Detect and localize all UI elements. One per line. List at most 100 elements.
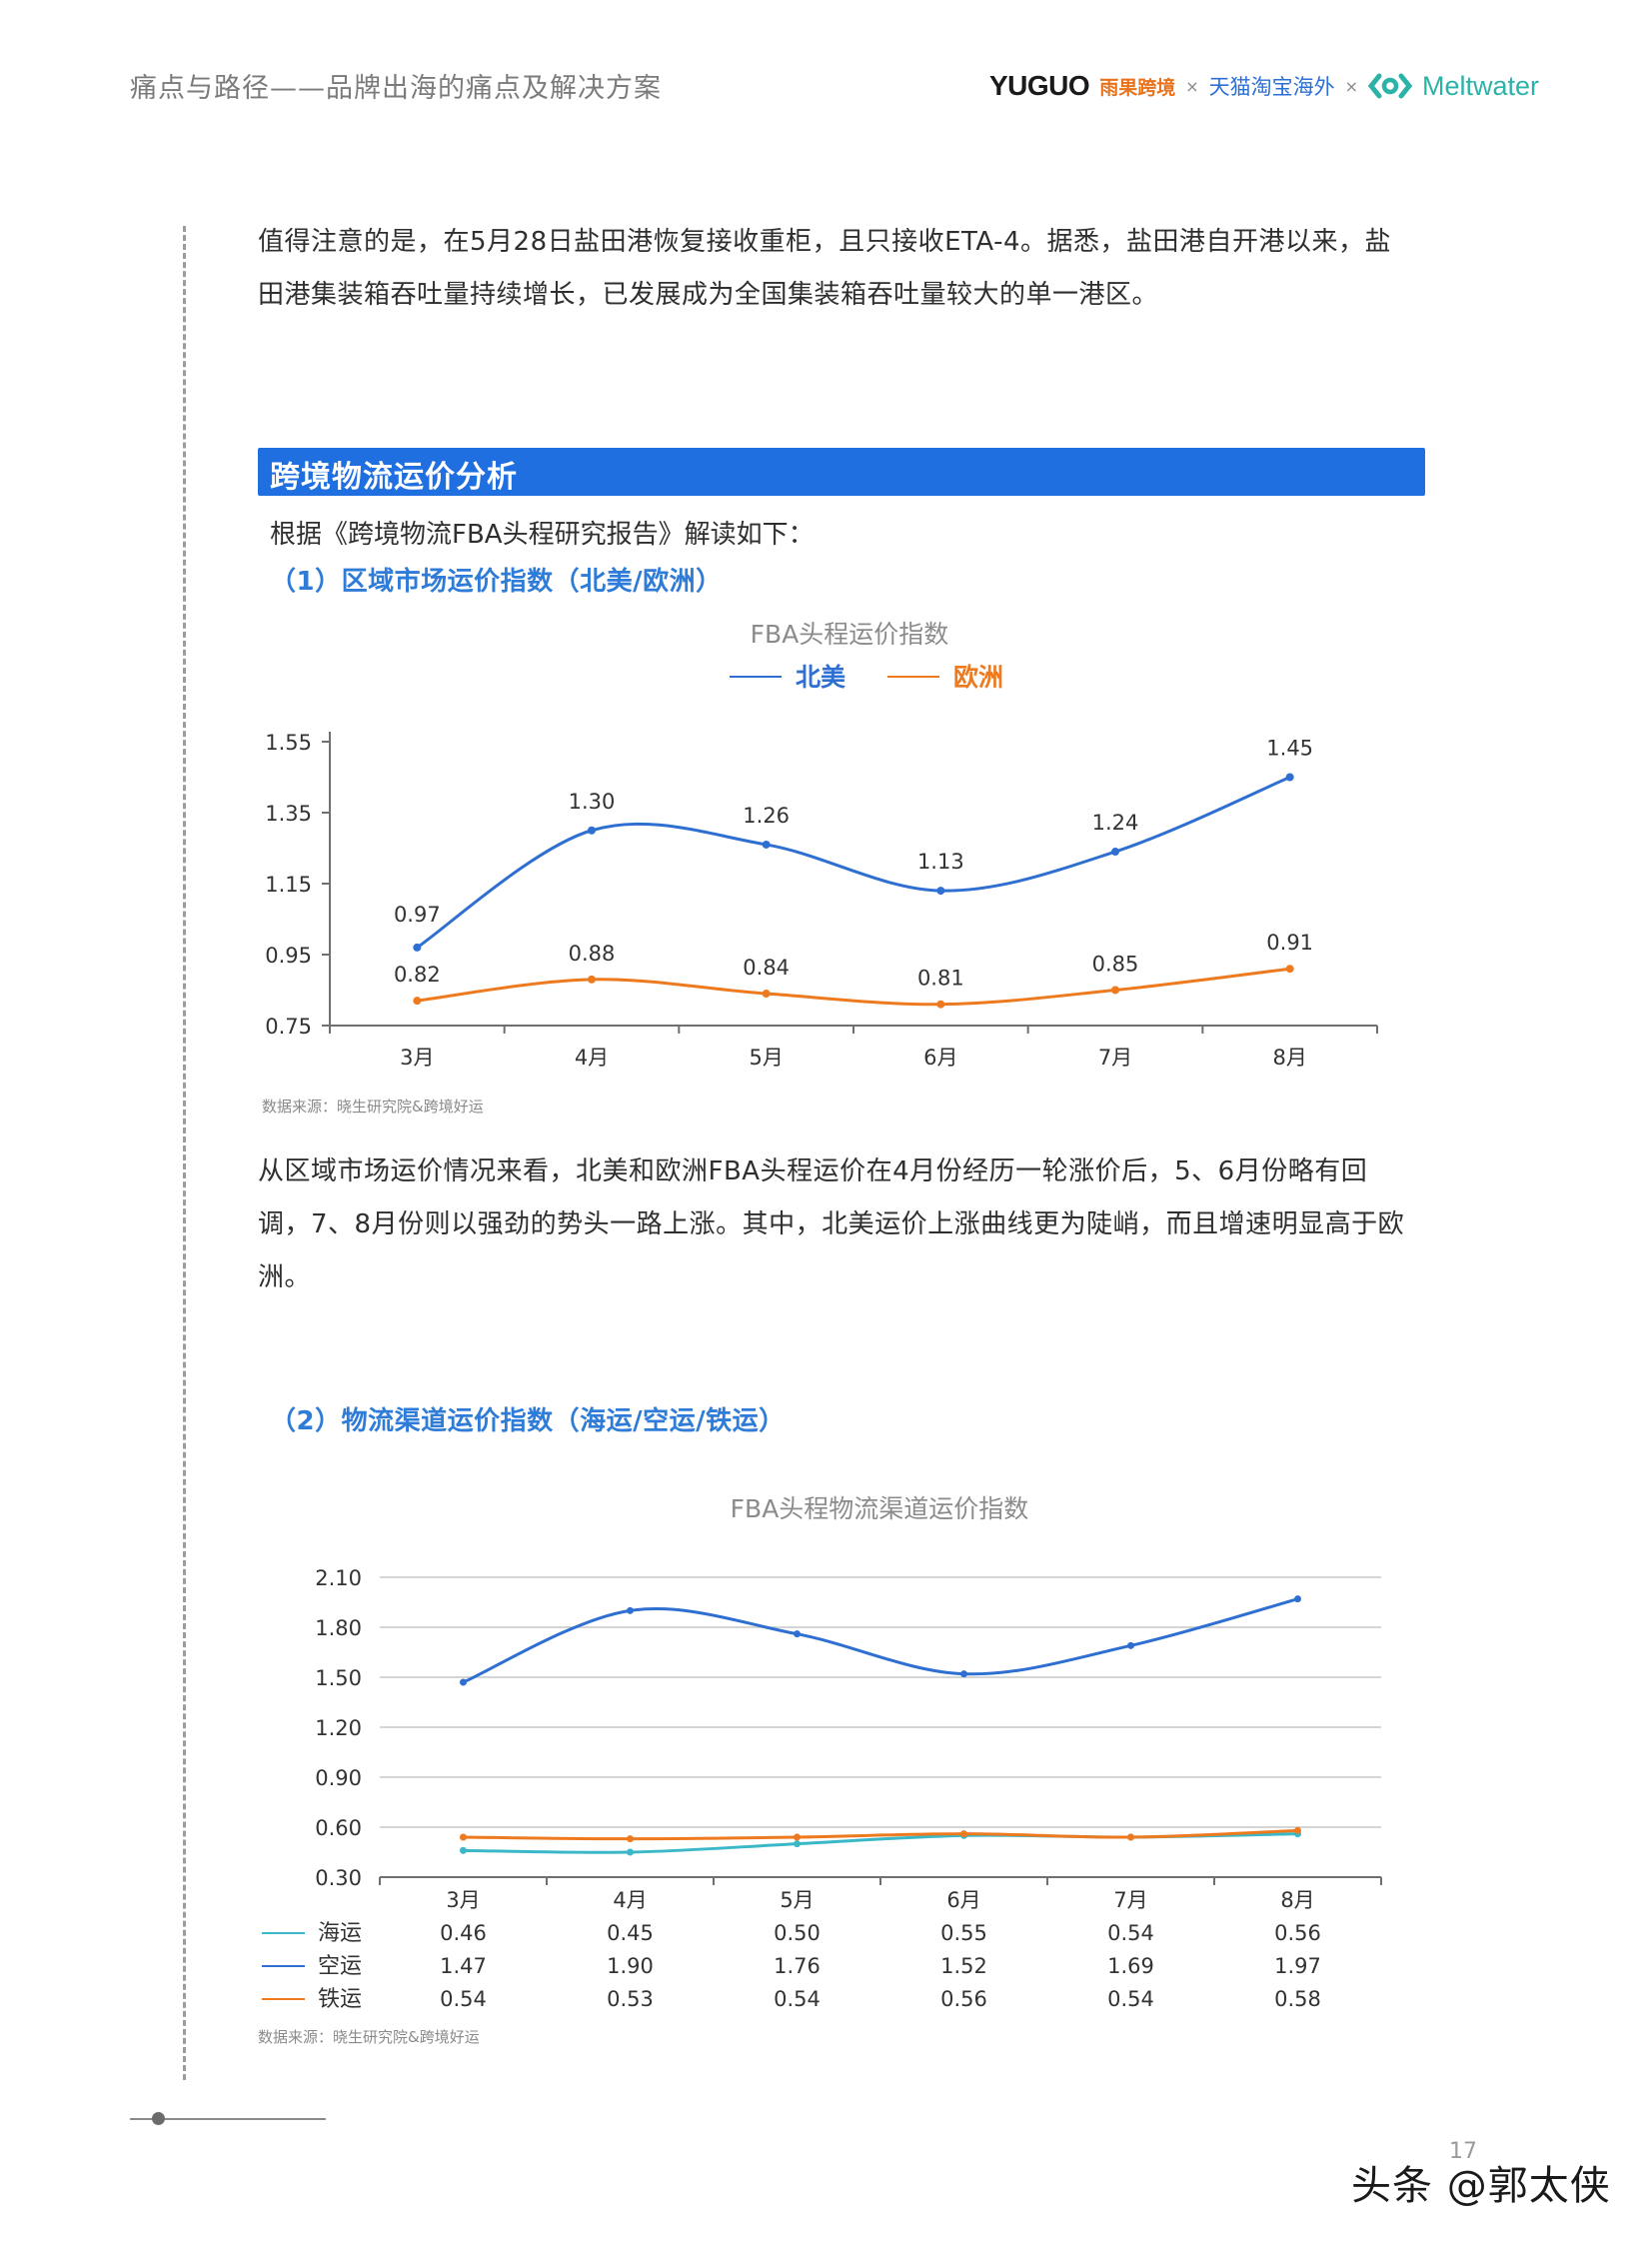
data-label: 0.85 (1092, 953, 1139, 977)
subheading-regional: （1）区域市场运价指数（北美/欧洲） (270, 567, 723, 597)
paragraph-analysis: 从区域市场运价情况来看，北美和欧洲FBA头程运价在4月份经历一轮涨价后，5、6月… (258, 1156, 1405, 1292)
partner-logos: YUGUO 雨果跨境 × 天猫淘宝海外 × Meltwater (989, 68, 1539, 104)
chart1-source: 数据来源：晓生研究院&跨境好运 (262, 1098, 484, 1116)
times-sign: × (1185, 76, 1199, 96)
header-title: 痛点与路径——品牌出海的痛点及解决方案 (130, 73, 662, 104)
x-tick-label: 3月 (446, 1888, 480, 1912)
series-line (463, 1828, 1298, 1841)
y-tick-label: 1.15 (265, 873, 312, 897)
footer-rule (130, 2118, 326, 2120)
table-value: 0.53 (607, 1987, 654, 2011)
x-tick-label: 6月 (923, 1046, 957, 1070)
x-tick-label: 5月 (749, 1046, 783, 1070)
data-point (936, 887, 945, 896)
table-value: 1.52 (940, 1954, 987, 1978)
table-value: 1.69 (1107, 1954, 1154, 1978)
data-label: 1.24 (1092, 811, 1139, 835)
data-label: 0.88 (569, 942, 616, 966)
data-point (413, 943, 422, 952)
data-point (794, 1833, 801, 1841)
table-value: 0.50 (774, 1921, 821, 1945)
table-value: 0.46 (440, 1921, 487, 1945)
x-tick-label: 3月 (400, 1046, 434, 1070)
data-point (1127, 1833, 1134, 1841)
data-point (460, 1833, 467, 1841)
data-point (1127, 1641, 1134, 1649)
x-tick-label: 7月 (1098, 1046, 1132, 1070)
chart-title: FBA头程物流渠道运价指数 (731, 1494, 1029, 1523)
paragraph-intro: 值得注意的是，在5月28日盐田港恢复接收重柜，且只接收ETA-4。据悉，盐田港自… (258, 227, 1392, 310)
data-label: 0.82 (394, 963, 441, 987)
series-line (462, 1597, 1298, 1684)
data-point (588, 826, 596, 835)
data-label: 1.26 (743, 804, 790, 828)
table-value: 1.97 (1274, 1954, 1321, 1978)
section-title-bar (258, 448, 1425, 496)
data-label: 0.97 (394, 903, 441, 927)
data-point (1294, 1595, 1301, 1603)
y-tick-label: 1.35 (265, 802, 312, 826)
series-line (416, 776, 1291, 950)
data-point (627, 1835, 634, 1843)
x-tick-label: 6月 (946, 1888, 980, 1912)
chart2-source: 数据来源：晓生研究院&跨境好运 (258, 2028, 480, 2046)
x-tick-label: 4月 (613, 1888, 647, 1912)
data-point (627, 1606, 634, 1614)
tmall-logo: 天猫淘宝海外 (1208, 75, 1335, 99)
data-point (588, 975, 596, 984)
legend-label: 欧洲 (953, 663, 1003, 692)
y-tick-label: 0.95 (265, 944, 312, 968)
y-tick-label: 1.50 (315, 1666, 362, 1690)
data-label: 1.13 (917, 850, 964, 874)
data-point (960, 1830, 967, 1838)
data-point (762, 990, 771, 999)
meltwater-logo: Meltwater (1422, 70, 1540, 101)
legend-label: 北美 (796, 663, 845, 692)
yuguo-cn-logo: 雨果跨境 (1099, 76, 1176, 99)
y-tick-label: 1.55 (265, 731, 312, 755)
table-value: 0.56 (940, 1987, 987, 2011)
subheading-channel: （2）物流渠道运价指数（海运/空运/铁运） (270, 1406, 786, 1436)
table-value: 0.54 (774, 1987, 821, 2011)
data-point (794, 1840, 801, 1848)
section-title: 跨境物流运价分析 (270, 460, 518, 495)
margin-dashed-rule (183, 226, 186, 2080)
data-point (1285, 965, 1294, 974)
table-value: 1.47 (440, 1954, 487, 1978)
section-intro: 根据《跨境物流FBA头程研究报告》解读如下： (270, 520, 815, 550)
legend-label: 空运 (318, 1954, 362, 1979)
data-point (627, 1848, 634, 1856)
data-label: 0.84 (743, 956, 790, 980)
watermark: 头条 @郭太侠 (1351, 2163, 1611, 2209)
table-value: 1.90 (607, 1954, 654, 1978)
x-tick-label: 5月 (780, 1888, 814, 1912)
data-point (460, 1846, 467, 1854)
data-point (936, 1000, 945, 1009)
meltwater-mark-icon (1368, 73, 1413, 99)
y-tick-label: 1.20 (315, 1716, 362, 1740)
x-tick-label: 7月 (1113, 1888, 1147, 1912)
x-tick-label: 8月 (1272, 1046, 1306, 1070)
footer-dot (152, 2112, 165, 2125)
times-sign: × (1344, 76, 1359, 96)
data-point (460, 1678, 467, 1686)
data-point (1111, 986, 1119, 995)
y-tick-label: 2.10 (315, 1566, 362, 1590)
table-value: 1.76 (774, 1954, 821, 1978)
table-value: 0.54 (1107, 1921, 1154, 1945)
x-tick-label: 8月 (1280, 1888, 1314, 1912)
chart-title: FBA头程运价指数 (751, 620, 949, 649)
table-value: 0.45 (607, 1921, 654, 1945)
series-line (417, 967, 1290, 1007)
x-tick-label: 4月 (575, 1046, 609, 1070)
table-value: 0.55 (940, 1921, 987, 1945)
data-point (762, 840, 771, 849)
data-point (794, 1630, 801, 1638)
data-label: 1.45 (1266, 737, 1313, 761)
y-tick-label: 0.90 (315, 1766, 362, 1790)
data-point (1294, 1826, 1301, 1834)
page-number: 17 (1449, 2139, 1477, 2164)
y-tick-label: 1.80 (315, 1616, 362, 1640)
data-point (960, 1670, 967, 1678)
